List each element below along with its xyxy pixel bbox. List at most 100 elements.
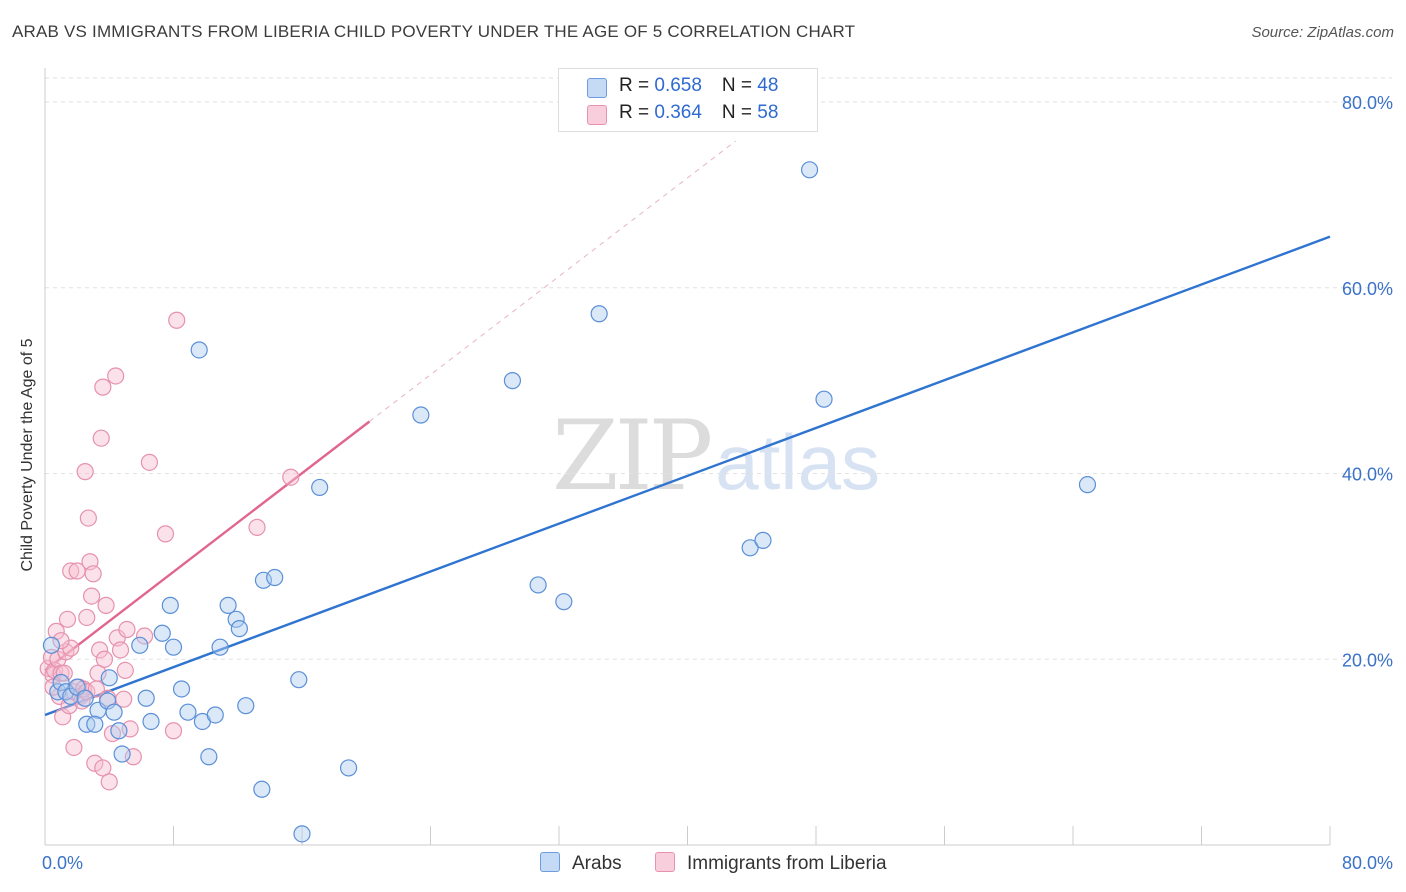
x-tick-label: 0.0% <box>42 853 83 873</box>
point-liberia <box>107 367 125 385</box>
legend-n-value: 58 <box>757 102 779 123</box>
trend-line-arabs <box>44 235 1331 717</box>
point-arabs <box>172 680 191 698</box>
legend-box: R = 0.658 N = 48 R = 0.364 N = 58 <box>558 68 818 132</box>
point-arabs <box>131 636 149 654</box>
point-liberia <box>94 378 112 396</box>
point-arabs <box>110 722 128 740</box>
trend-line-liberia <box>44 420 371 672</box>
point-arabs <box>100 669 118 687</box>
point-liberia <box>116 661 134 679</box>
point-liberia <box>52 632 70 650</box>
point-liberia <box>62 562 80 580</box>
bottom-legend-swatch-liberia <box>655 852 675 872</box>
bottom-legend-label-liberia: Immigrants from Liberia <box>687 853 887 874</box>
point-liberia <box>44 678 62 696</box>
point-liberia <box>76 463 94 481</box>
point-arabs <box>266 568 284 587</box>
point-liberia <box>95 650 114 668</box>
point-arabs <box>503 372 522 390</box>
legend-swatch-arabs <box>587 78 607 98</box>
bottom-legend-label-arabs: Arabs <box>572 853 622 874</box>
point-liberia <box>100 773 118 791</box>
point-liberia <box>78 683 96 701</box>
legend-n-label: N = <box>721 75 758 96</box>
point-arabs <box>800 161 819 179</box>
legend-n-label: N = <box>721 102 758 123</box>
point-arabs <box>1078 476 1097 494</box>
y-tick-label: 40.0% <box>1342 465 1393 485</box>
point-arabs <box>590 305 608 323</box>
source-label: Source: ZipAtlas.com <box>1251 24 1394 41</box>
point-arabs <box>57 683 75 701</box>
point-liberia <box>124 748 142 766</box>
point-liberia <box>91 641 109 659</box>
x-tick-label: 80.0% <box>1342 853 1393 873</box>
point-arabs <box>311 478 329 497</box>
point-liberia <box>135 627 154 645</box>
watermark-atlas: atlas <box>715 418 880 506</box>
point-arabs <box>179 703 197 721</box>
chart-title: ARAB VS IMMIGRANTS FROM LIBERIA CHILD PO… <box>12 22 856 41</box>
bottom-legend-swatch-arabs <box>540 852 560 872</box>
point-arabs <box>230 620 248 638</box>
point-arabs <box>206 706 224 724</box>
point-arabs <box>293 825 311 843</box>
legend-text-arabs: R = 0.658 N = 48 <box>619 75 778 97</box>
point-liberia <box>168 311 186 329</box>
y-tick-label: 20.0% <box>1342 650 1393 670</box>
point-liberia <box>164 722 183 740</box>
trend-line-liberia-extension <box>369 140 736 422</box>
bottom-legend-liberia: Immigrants from Liberia <box>655 852 887 875</box>
point-arabs <box>161 596 179 614</box>
point-arabs <box>113 745 131 763</box>
point-liberia <box>78 608 96 627</box>
point-liberia <box>111 641 130 659</box>
point-arabs <box>253 780 271 798</box>
point-arabs <box>339 759 358 777</box>
point-arabs <box>137 689 155 707</box>
legend-text-liberia: R = 0.364 N = 58 <box>619 102 778 124</box>
point-liberia <box>86 754 104 772</box>
point-arabs <box>52 673 70 692</box>
point-liberia <box>84 565 102 583</box>
y-tick-label: 80.0% <box>1342 93 1393 113</box>
y-axis-label: Child Poverty Under the Age of 5 <box>19 338 36 572</box>
point-arabs <box>211 638 229 656</box>
point-arabs <box>200 748 218 766</box>
legend-r-label: R = <box>619 75 655 96</box>
point-liberia <box>92 429 110 447</box>
point-arabs <box>237 697 255 715</box>
point-liberia <box>140 453 159 471</box>
watermark: ZIPatlas <box>552 400 880 512</box>
point-liberia <box>282 468 300 486</box>
point-liberia <box>156 525 175 543</box>
point-arabs <box>164 638 183 656</box>
point-arabs <box>254 571 273 589</box>
point-arabs <box>412 406 430 424</box>
legend-n-value: 48 <box>757 75 779 96</box>
point-arabs <box>290 671 308 689</box>
bottom-legend-arabs: Arabs <box>540 852 622 875</box>
point-arabs <box>153 624 171 642</box>
legend-r-value: 0.364 <box>654 102 702 123</box>
point-liberia <box>248 518 266 536</box>
point-liberia <box>65 738 83 757</box>
point-arabs <box>42 636 61 654</box>
point-liberia <box>97 596 115 614</box>
point-arabs <box>219 596 237 614</box>
y-tick-label: 60.0% <box>1342 279 1393 299</box>
point-arabs <box>142 712 160 731</box>
point-liberia <box>118 620 136 639</box>
point-arabs <box>529 576 547 594</box>
point-liberia <box>82 587 101 605</box>
point-arabs <box>105 703 123 721</box>
point-arabs <box>555 593 573 611</box>
point-arabs <box>754 531 772 549</box>
legend-r-value: 0.658 <box>654 75 702 96</box>
legend-swatch-liberia <box>587 105 607 125</box>
point-liberia <box>89 664 107 682</box>
watermark-zip: ZIP <box>552 400 713 512</box>
point-arabs <box>76 689 94 707</box>
